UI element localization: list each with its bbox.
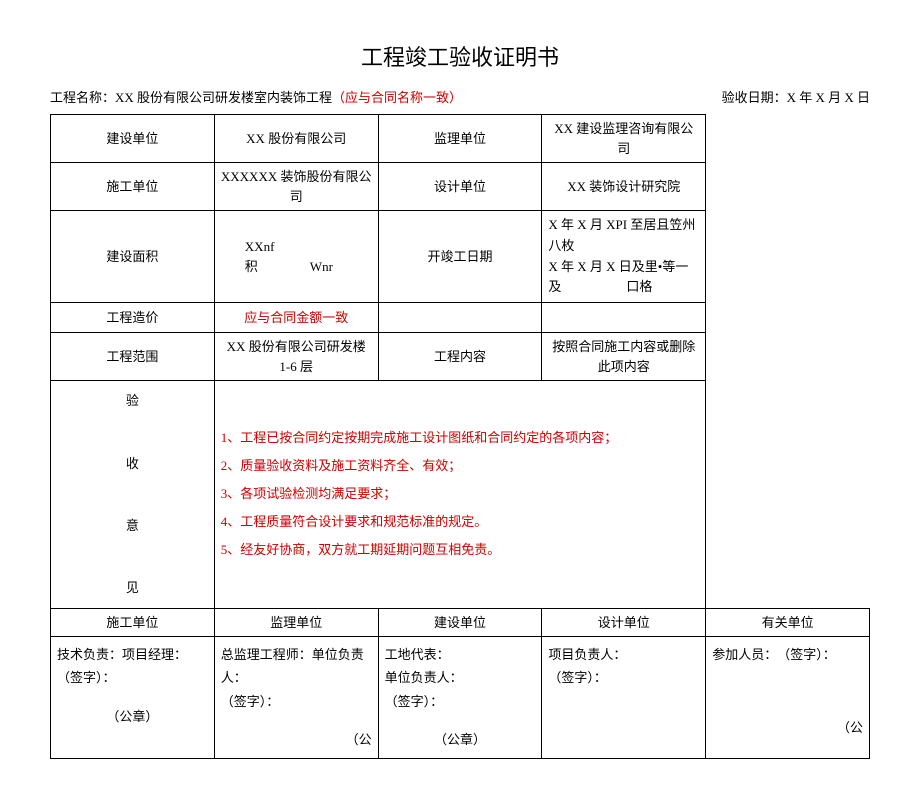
jldw-value: XX 建设监理咨询有限公司: [542, 115, 706, 163]
sig1-l1: 技术负责：项目经理：: [57, 643, 208, 666]
sig-cell-1: 技术负责：项目经理： （签字）： （公章）: [51, 637, 215, 759]
sig2-l2: 人：: [221, 666, 372, 689]
kjg-value: X 年 X 月 XPI 至居且笠州 八枚 X 年 X 月 X 日及里•等一及 口…: [542, 211, 706, 303]
kjg-label: 开竣工日期: [378, 211, 542, 303]
sig-h5: 有关单位: [706, 608, 870, 637]
sig-header-row: 施工单位 监理单位 建设单位 设计单位 有关单位: [51, 608, 870, 637]
sig1-seal: （公章）: [57, 705, 208, 728]
sgdw-value: XXXXXX 装饰股份有限公司: [214, 163, 378, 211]
opinion-line-2: 2、质量验收资料及施工资料齐全、有效；: [221, 453, 699, 479]
table-row: 建设单位 XX 股份有限公司 监理单位 XX 建设监理咨询有限公司: [51, 115, 870, 163]
date-label: 验收日期：: [722, 90, 787, 105]
sig2-l3: （签字）：: [221, 690, 372, 713]
date-value: X 年 X 月 X 日: [787, 90, 870, 105]
opinion-row: 验收意见 1、工程已按合同约定按期完成施工设计图纸和合同约定的各项内容； 2、质…: [51, 381, 870, 608]
sig-row: 技术负责：项目经理： （签字）： （公章） 总监理工程师：单位负责 人： （签字…: [51, 637, 870, 759]
sig2-seal: （公: [221, 728, 372, 751]
gczj-value: 应与合同金额一致: [214, 303, 378, 333]
gcnr-value: 按照合同施工内容或删除此项内容: [542, 333, 706, 381]
gcfw-label: 工程范围: [51, 333, 215, 381]
sig-cell-4: 项目负责人： （签字）：: [542, 637, 706, 759]
page-title: 工程竣工验收证明书: [50, 40, 870, 72]
opinion-content: 1、工程已按合同约定按期完成施工设计图纸和合同约定的各项内容； 2、质量验收资料…: [214, 381, 705, 608]
kjg-line2: X 年 X 月 X 日及里•等一及 口格: [548, 257, 699, 299]
opinion-line-1: 1、工程已按合同约定按期完成施工设计图纸和合同约定的各项内容；: [221, 425, 699, 451]
gcnr-label: 工程内容: [378, 333, 542, 381]
sig4-l2: （签字）：: [548, 666, 699, 689]
sig-cell-3: 工地代表： 单位负责人： （签字）： （公章）: [378, 637, 542, 759]
gczj-label: 工程造价: [51, 303, 215, 333]
opinion-line-3: 3、各项试验检测均满足要求；: [221, 481, 699, 507]
jldw-label: 监理单位: [378, 115, 542, 163]
jsmj-label: 建设面积: [51, 211, 215, 303]
table-row: 建设面积 XXnf 积 Wnr 开竣工日期 X 年 X 月 XPI 至居且笠州 …: [51, 211, 870, 303]
project-label: 工程名称：: [50, 90, 115, 105]
table-row: 工程造价 应与合同金额一致: [51, 303, 870, 333]
sig3-l3: （签字）：: [385, 690, 536, 713]
opinion-label: 验收意见: [51, 381, 215, 608]
table-row: 工程范围 XX 股份有限公司研发楼 1-6 层 工程内容 按照合同施工内容或删除…: [51, 333, 870, 381]
kjg-line1: X 年 X 月 XPI 至居且笠州 八枚: [548, 215, 699, 257]
sig-h1: 施工单位: [51, 608, 215, 637]
sig1-l2: （签字）：: [57, 666, 208, 689]
jsdw-value: XX 股份有限公司: [214, 115, 378, 163]
sig-h4: 设计单位: [542, 608, 706, 637]
sig5-l1: 参加人员： （签字）：: [712, 643, 863, 666]
project-name: XX 股份有限公司研发楼室内装饰工程: [115, 90, 332, 105]
header-row: 工程名称：XX 股份有限公司研发楼室内装饰工程（应与合同名称一致） 验收日期：X…: [50, 87, 870, 106]
sjdw-label: 设计单位: [378, 163, 542, 211]
main-table: 建设单位 XX 股份有限公司 监理单位 XX 建设监理咨询有限公司 施工单位 X…: [50, 114, 870, 759]
sjdw-value: XX 装饰设计研究院: [542, 163, 706, 211]
jsmj-value: XXnf 积 Wnr: [214, 211, 378, 303]
sig-cell-5: 参加人员： （签字）： （公: [706, 637, 870, 759]
sig-cell-2: 总监理工程师：单位负责 人： （签字）： （公: [214, 637, 378, 759]
sig-h2: 监理单位: [214, 608, 378, 637]
opinion-line-5: 5、经友好协商，双方就工期延期问题互相免责。: [221, 537, 699, 563]
gczj-empty1: [378, 303, 542, 333]
sgdw-label: 施工单位: [51, 163, 215, 211]
jsdw-label: 建设单位: [51, 115, 215, 163]
gczj-empty2: [542, 303, 706, 333]
sig5-seal: （公: [712, 716, 863, 739]
sig-h3: 建设单位: [378, 608, 542, 637]
header-left: 工程名称：XX 股份有限公司研发楼室内装饰工程（应与合同名称一致）: [50, 87, 462, 106]
project-note: （应与合同名称一致）: [332, 90, 462, 105]
header-right: 验收日期：X 年 X 月 X 日: [722, 87, 870, 106]
sig3-seal: （公章）: [385, 728, 536, 751]
sig3-l2: 单位负责人：: [385, 666, 536, 689]
sig3-l1: 工地代表：: [385, 643, 536, 666]
sig4-l1: 项目负责人：: [548, 643, 699, 666]
sig2-l1: 总监理工程师：单位负责: [221, 643, 372, 666]
gcfw-value: XX 股份有限公司研发楼 1-6 层: [214, 333, 378, 381]
opinion-line-4: 4、工程质量符合设计要求和规范标准的规定。: [221, 509, 699, 535]
table-row: 施工单位 XXXXXX 装饰股份有限公司 设计单位 XX 装饰设计研究院: [51, 163, 870, 211]
